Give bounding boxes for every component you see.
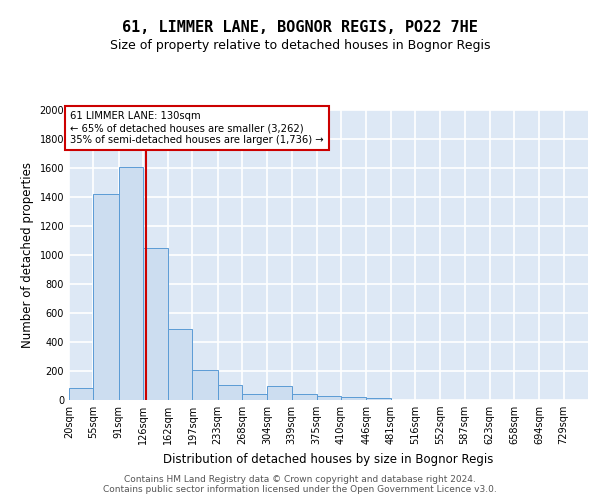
Text: Contains HM Land Registry data © Crown copyright and database right 2024.
Contai: Contains HM Land Registry data © Crown c… bbox=[103, 474, 497, 494]
Y-axis label: Number of detached properties: Number of detached properties bbox=[21, 162, 34, 348]
Text: 61 LIMMER LANE: 130sqm
← 65% of detached houses are smaller (3,262)
35% of semi-: 61 LIMMER LANE: 130sqm ← 65% of detached… bbox=[70, 112, 324, 144]
Bar bbox=[218, 385, 242, 400]
Bar bbox=[267, 386, 292, 400]
Bar bbox=[94, 194, 119, 400]
Text: Size of property relative to detached houses in Bognor Regis: Size of property relative to detached ho… bbox=[110, 40, 490, 52]
X-axis label: Distribution of detached houses by size in Bognor Regis: Distribution of detached houses by size … bbox=[163, 452, 494, 466]
Bar bbox=[119, 166, 143, 400]
Bar bbox=[366, 398, 391, 400]
Bar bbox=[193, 370, 218, 400]
Bar bbox=[292, 394, 317, 400]
Bar bbox=[168, 329, 193, 400]
Bar bbox=[242, 394, 267, 400]
Bar bbox=[341, 397, 366, 400]
Bar bbox=[317, 396, 341, 400]
Bar bbox=[143, 248, 168, 400]
Text: 61, LIMMER LANE, BOGNOR REGIS, PO22 7HE: 61, LIMMER LANE, BOGNOR REGIS, PO22 7HE bbox=[122, 20, 478, 35]
Bar bbox=[69, 388, 94, 400]
